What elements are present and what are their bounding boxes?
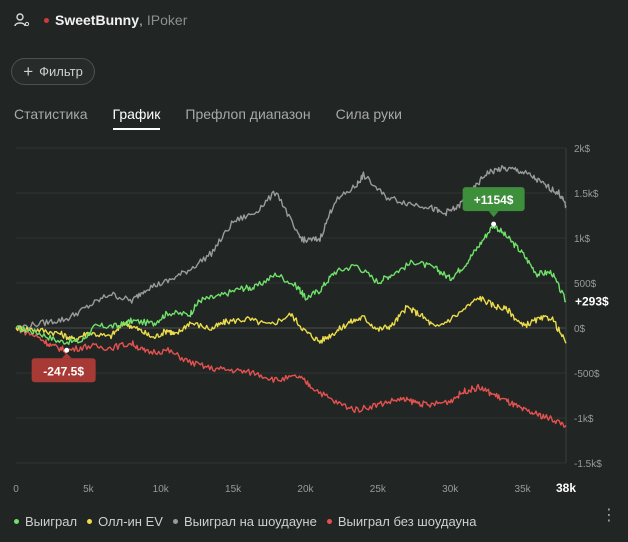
tab-preflop-range[interactable]: Префлоп диапазон xyxy=(185,106,311,122)
player-header: SweetBunny , IPoker xyxy=(14,10,187,30)
legend-dot xyxy=(172,519,178,524)
filter-label: Фильтр xyxy=(39,64,83,79)
legend-label: Выиграл без шоудауна xyxy=(337,514,477,529)
site-name: IPoker xyxy=(146,12,188,28)
y-tick-label: 1.5k$ xyxy=(574,189,599,200)
y-tick-label: 2k$ xyxy=(574,144,591,155)
end-value-label: +293$ xyxy=(575,295,609,309)
profit-chart: 2k$ 1.5k$ 1k$ 500$ 0$ -500$ -1k$ -1.5k$ 0 5k 10k 1… xyxy=(13,144,609,495)
legend-label: Выиграл xyxy=(25,514,78,529)
legend-item-non-showdown[interactable]: Выиграл без шоудауна xyxy=(326,514,477,529)
tab-graph[interactable]: График xyxy=(112,106,161,130)
y-tick-label: -1k$ xyxy=(574,414,594,425)
y-tick-label: 0$ xyxy=(574,324,586,335)
tab-hand-strength[interactable]: Сила руки xyxy=(335,106,402,122)
legend-dot xyxy=(14,519,19,524)
chart-area: 2k$ 1.5k$ 1k$ 500$ 0$ -500$ -1k$ -1.5k$ 0 5k 10k 1… xyxy=(0,138,628,498)
y-tick-label: 500$ xyxy=(574,279,597,290)
legend-item-allin-ev[interactable]: Олл-ин EV xyxy=(87,514,163,529)
min-label: -247.5$ xyxy=(43,364,84,378)
more-options-icon[interactable]: ⋮ xyxy=(601,507,617,524)
player-name: SweetBunny xyxy=(55,12,140,28)
user-settings-icon[interactable] xyxy=(14,12,30,28)
legend-dot xyxy=(87,519,93,524)
x-tick-label: 35k xyxy=(515,484,532,495)
x-tick-label: 15k xyxy=(225,484,242,495)
max-label: +1154$ xyxy=(474,193,514,207)
x-tick-label: 25k xyxy=(370,484,387,495)
separator: , xyxy=(139,12,143,28)
x-end-label: 38k xyxy=(556,481,576,495)
x-tick-label: 20k xyxy=(297,484,314,495)
max-point-marker xyxy=(491,221,497,227)
min-point-marker xyxy=(64,347,70,353)
series-line xyxy=(15,165,567,330)
x-tick-label: 30k xyxy=(442,484,459,495)
y-tick-label: 1k$ xyxy=(574,234,591,245)
tab-bar: Статистика График Префлоп диапазон Сила … xyxy=(14,106,427,130)
series-line xyxy=(15,295,567,344)
chart-legend: Выиграл Олл-ин EV Выиграл на шоудауне Вы… xyxy=(14,514,486,529)
min-label-pointer xyxy=(61,353,72,359)
max-label-pointer xyxy=(488,211,499,218)
y-tick-label: -1.5k$ xyxy=(574,459,602,470)
y-tick-label: -500$ xyxy=(574,369,600,380)
tab-statistics[interactable]: Статистика xyxy=(14,106,88,122)
x-tick-label: 5k xyxy=(83,484,95,495)
series-line xyxy=(15,222,566,346)
series-line xyxy=(16,327,567,428)
min-label-box xyxy=(31,358,96,383)
x-tick-label: 10k xyxy=(153,484,170,495)
status-dot xyxy=(44,17,49,23)
legend-item-showdown[interactable]: Выиграл на шоудауне xyxy=(172,514,317,529)
x-tick-label: 0 xyxy=(13,484,19,495)
filter-button[interactable]: + Фильтр xyxy=(11,58,95,85)
max-label-box xyxy=(462,187,525,212)
legend-item-won[interactable]: Выиграл xyxy=(14,514,77,529)
legend-dot xyxy=(326,519,332,524)
legend-label: Олл-ин EV xyxy=(98,514,163,529)
plus-icon: + xyxy=(23,62,34,81)
legend-label: Выиграл на шоудауне xyxy=(183,514,317,529)
